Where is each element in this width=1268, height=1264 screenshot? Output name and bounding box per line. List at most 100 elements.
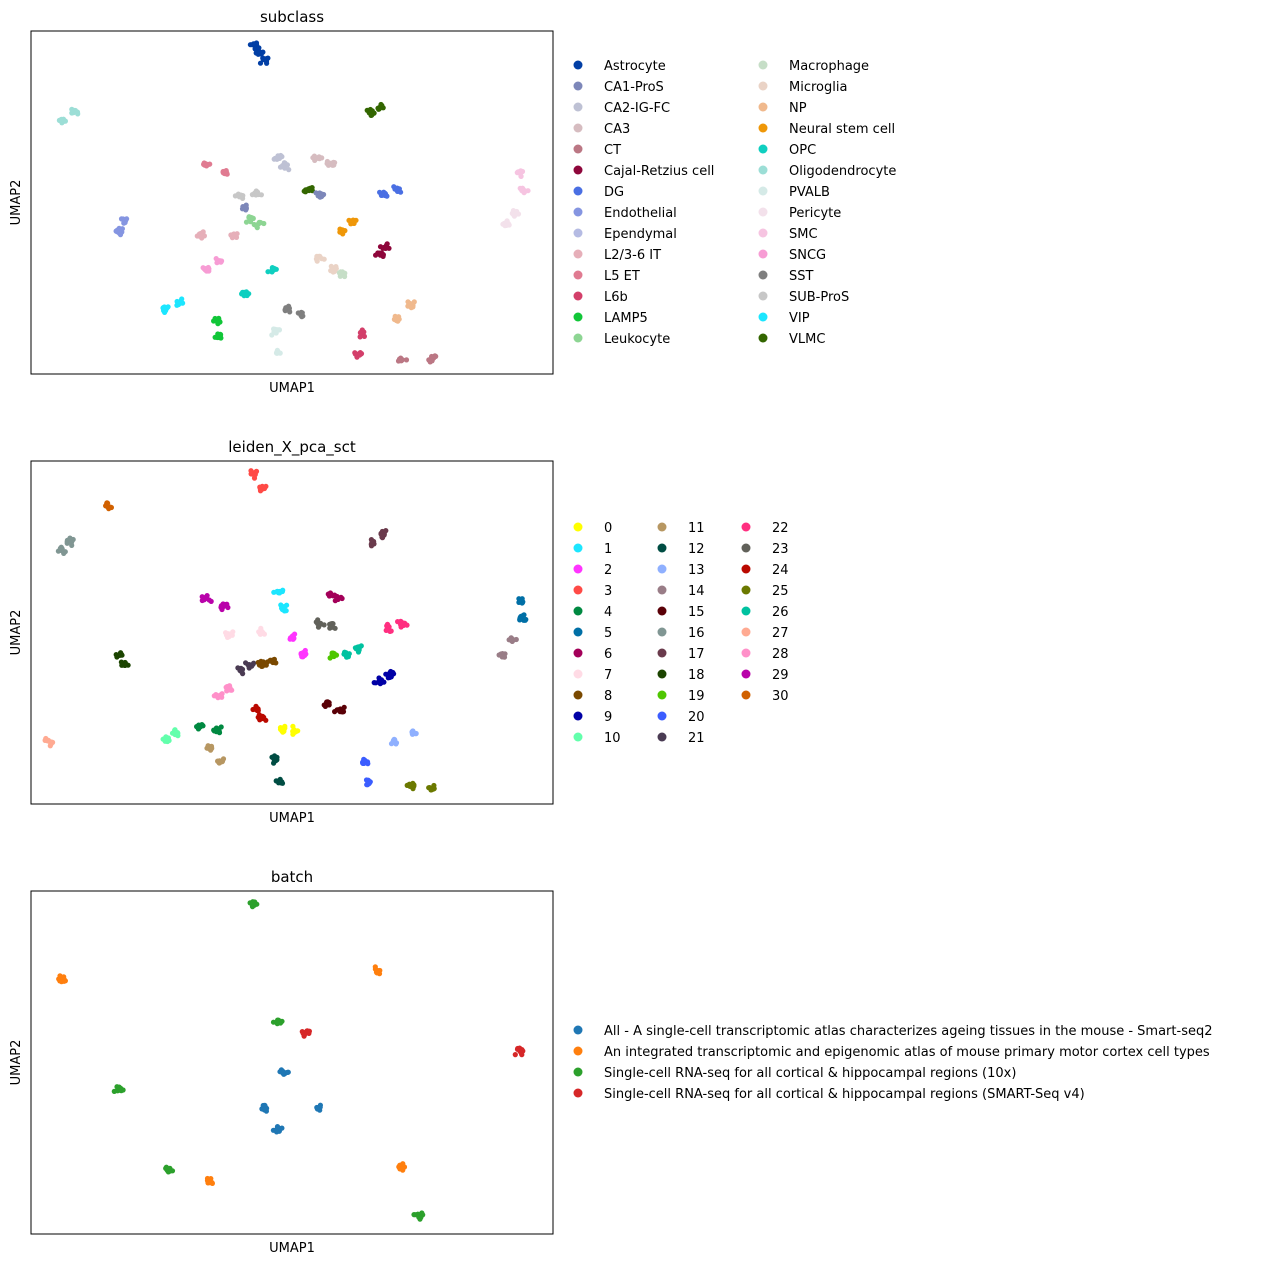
legend-label: Leukocyte bbox=[604, 332, 670, 347]
data-point bbox=[514, 170, 520, 176]
series-2 bbox=[55, 535, 76, 557]
series-13 bbox=[287, 631, 309, 660]
data-point bbox=[518, 173, 524, 179]
legend-marker bbox=[573, 270, 583, 280]
data-point bbox=[160, 736, 166, 742]
data-point bbox=[403, 357, 410, 363]
series-11 bbox=[383, 618, 410, 635]
legend-marker bbox=[758, 81, 768, 91]
data-point bbox=[114, 227, 120, 233]
legend-label: LAMP5 bbox=[604, 311, 648, 326]
data-point bbox=[509, 638, 515, 645]
series-22 bbox=[282, 303, 306, 320]
series-2 bbox=[111, 899, 426, 1222]
legend-marker bbox=[657, 648, 667, 658]
legend: Astrocyte CA1-ProS CA2-IG-FC CA3 CT Cajal-Ret… bbox=[573, 59, 896, 347]
plot-frame bbox=[30, 460, 554, 805]
data-point bbox=[411, 299, 417, 305]
data-point bbox=[283, 305, 289, 311]
legend-label: 26 bbox=[772, 605, 789, 620]
legend-marker bbox=[741, 627, 751, 637]
data-point bbox=[222, 169, 228, 176]
data-point bbox=[513, 636, 519, 643]
data-point bbox=[285, 1069, 291, 1075]
data-point bbox=[395, 358, 402, 364]
data-point bbox=[521, 612, 527, 618]
legend-label: 15 bbox=[688, 605, 705, 620]
data-point bbox=[217, 258, 223, 264]
data-point bbox=[271, 266, 277, 273]
data-point bbox=[357, 330, 363, 336]
data-point bbox=[373, 252, 379, 258]
data-point bbox=[499, 654, 505, 660]
series-24 bbox=[391, 299, 417, 324]
data-point bbox=[383, 528, 389, 534]
legend-label: Astrocyte bbox=[604, 59, 666, 74]
legend-label: CA2-IG-FC bbox=[604, 101, 670, 116]
data-point bbox=[333, 266, 339, 272]
data-point bbox=[331, 651, 337, 657]
legend-marker bbox=[758, 186, 768, 196]
data-point bbox=[379, 192, 386, 198]
series-3 bbox=[299, 1028, 526, 1058]
series-1 bbox=[56, 106, 81, 126]
series-18 bbox=[160, 296, 186, 315]
data-point bbox=[253, 223, 260, 229]
data-point bbox=[194, 724, 200, 730]
data-point bbox=[74, 109, 81, 115]
legend-marker bbox=[657, 543, 667, 553]
legend-label: 9 bbox=[604, 710, 612, 725]
y-axis-label: UMAP2 bbox=[9, 610, 24, 656]
data-point bbox=[70, 110, 76, 116]
data-point bbox=[292, 727, 298, 733]
legend-marker bbox=[758, 249, 768, 259]
series-23 bbox=[194, 722, 224, 736]
data-point bbox=[385, 675, 391, 681]
data-point bbox=[376, 106, 382, 112]
legend-label: 13 bbox=[688, 563, 705, 578]
series-29 bbox=[404, 780, 437, 793]
data-point bbox=[239, 669, 245, 675]
legend-label: 5 bbox=[604, 626, 612, 641]
series-5 bbox=[113, 216, 130, 238]
legend-label: 17 bbox=[688, 647, 705, 662]
legend-marker bbox=[573, 291, 583, 301]
data-point bbox=[179, 300, 185, 306]
series-28 bbox=[360, 756, 373, 788]
data-point bbox=[278, 152, 284, 159]
data-point bbox=[384, 626, 390, 633]
data-point bbox=[105, 500, 111, 506]
legend-marker bbox=[741, 648, 751, 658]
legend-label: 28 bbox=[772, 647, 789, 662]
data-point bbox=[319, 256, 325, 262]
data-point bbox=[411, 1212, 417, 1218]
data-point bbox=[243, 219, 250, 225]
legend-marker bbox=[573, 333, 583, 343]
data-point bbox=[306, 187, 312, 193]
data-point bbox=[341, 704, 347, 711]
legend-marker bbox=[573, 732, 583, 742]
data-point bbox=[520, 187, 527, 193]
legend-label: 30 bbox=[772, 689, 789, 704]
legend-label: 8 bbox=[604, 689, 612, 704]
legend-label: 24 bbox=[772, 563, 789, 578]
legend-label: SST bbox=[789, 269, 814, 284]
data-point bbox=[384, 193, 390, 199]
data-point bbox=[277, 588, 283, 595]
legend-label: Single-cell RNA-seq for all cortical & h… bbox=[604, 1066, 1016, 1081]
legend-marker bbox=[657, 606, 667, 616]
data-point bbox=[172, 731, 178, 738]
legend-marker bbox=[758, 312, 768, 322]
data-point bbox=[42, 737, 48, 744]
data-point bbox=[269, 332, 275, 338]
data-point bbox=[330, 593, 336, 599]
data-point bbox=[199, 722, 205, 728]
legend-label: OPC bbox=[789, 143, 816, 158]
y-axis-label: UMAP2 bbox=[9, 1040, 24, 1086]
data-point bbox=[313, 256, 319, 262]
legend-label: Ependymal bbox=[604, 227, 677, 242]
data-point bbox=[229, 687, 235, 693]
legend-label: 23 bbox=[772, 542, 789, 557]
legend-marker bbox=[573, 228, 583, 238]
